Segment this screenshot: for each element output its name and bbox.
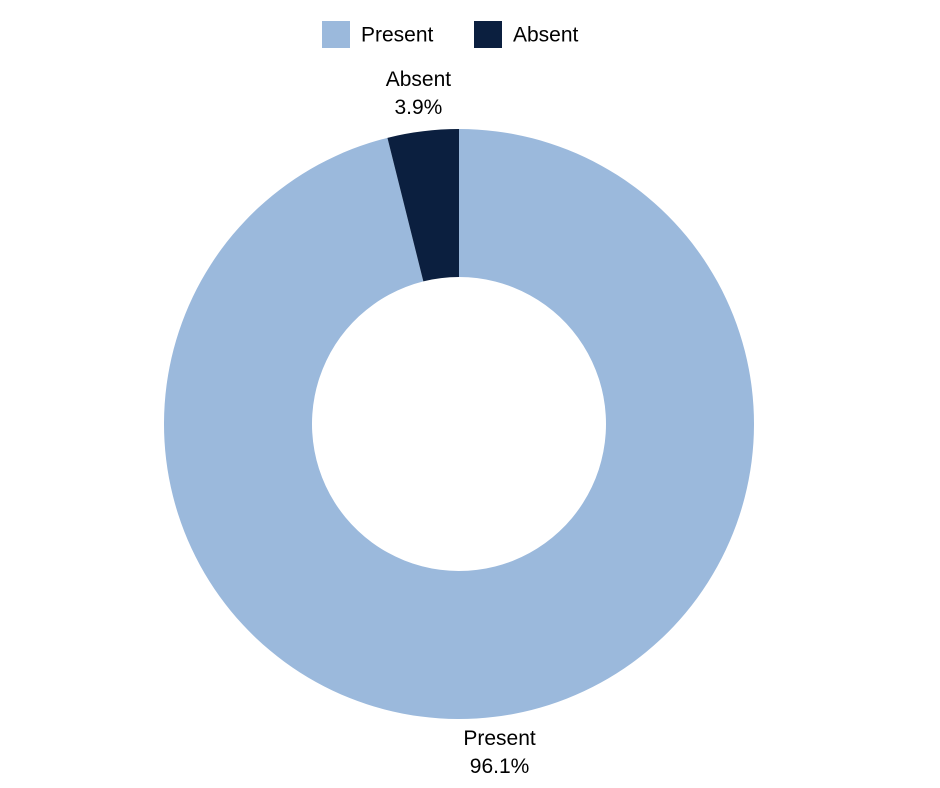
legend-label: Present bbox=[361, 24, 434, 47]
donut-slice bbox=[163, 129, 754, 720]
legend-swatch bbox=[322, 21, 350, 48]
data-label-category: Absent bbox=[386, 68, 452, 91]
donut-slice bbox=[387, 129, 459, 282]
legend-label: Absent bbox=[513, 24, 579, 47]
data-label-value: 96.1% bbox=[470, 755, 530, 778]
data-label-category: Present bbox=[463, 727, 536, 750]
legend-swatch bbox=[474, 21, 502, 48]
data-label-value: 3.9% bbox=[394, 96, 442, 119]
